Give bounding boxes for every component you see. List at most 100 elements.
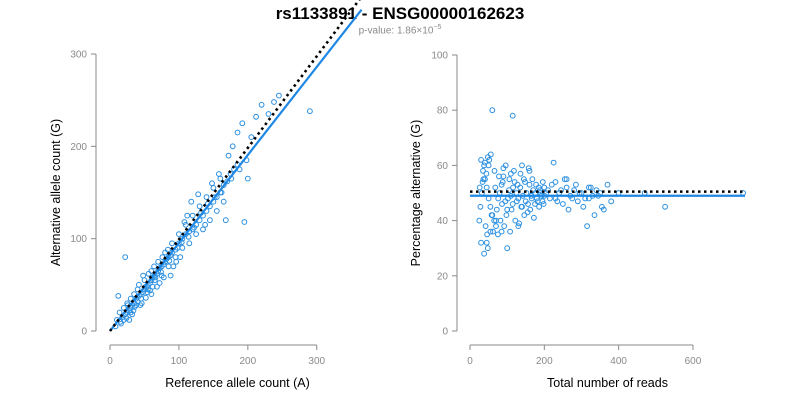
left-data-point xyxy=(182,221,189,228)
left-data-point xyxy=(265,111,272,117)
right-data-point xyxy=(591,212,598,219)
left-data-point xyxy=(142,294,149,301)
right-data-point xyxy=(503,212,510,219)
right-data-point xyxy=(518,203,525,210)
chart-subtitle: p-value: 1.86×10−5 xyxy=(0,24,800,36)
left-data-point xyxy=(229,143,236,150)
left-data-point xyxy=(209,180,215,187)
left-x-axis-label: Reference allele count (A) xyxy=(165,376,310,390)
right-data-point xyxy=(525,165,532,172)
right-data-point xyxy=(478,157,485,163)
right-data-point xyxy=(482,159,488,166)
left-data-point xyxy=(203,194,210,201)
right-data-point xyxy=(536,203,542,210)
right-data-point xyxy=(491,168,498,174)
right-data-point xyxy=(526,181,533,188)
left-data-point xyxy=(239,120,246,127)
right-data-point xyxy=(527,206,534,213)
left-y-axis-label: Alternative allele count (G) xyxy=(49,119,63,266)
right-data-point xyxy=(481,250,488,257)
right-data-point xyxy=(587,184,594,191)
left-data-point xyxy=(129,311,136,318)
right-data-point xyxy=(483,239,490,246)
right-data-point xyxy=(509,201,516,207)
right-y-tick-label: 60 xyxy=(437,161,449,172)
right-data-point xyxy=(498,228,505,235)
left-data-point xyxy=(179,245,186,251)
right-data-point xyxy=(519,162,525,169)
right-data-point xyxy=(477,203,484,210)
left-data-point xyxy=(167,272,174,279)
left-data-point xyxy=(140,272,147,279)
left-data-point xyxy=(127,295,134,302)
right-data-point xyxy=(491,217,498,224)
right-data-point xyxy=(517,170,524,177)
right-data-point xyxy=(539,179,546,185)
right-panel: 0 20 40 60 80 100 0 200 400 600 Total number of re… xyxy=(409,51,746,390)
right-data-point xyxy=(489,107,496,114)
left-data-point xyxy=(271,99,277,105)
p-value-exponent: −5 xyxy=(433,24,442,31)
left-data-point xyxy=(177,254,184,261)
right-data-point xyxy=(604,181,611,188)
right-data-point xyxy=(600,206,607,213)
right-data-point xyxy=(507,228,514,235)
left-data-point xyxy=(151,263,158,270)
left-data-point xyxy=(181,219,188,225)
left-data-point xyxy=(131,304,138,310)
right-data-point xyxy=(485,162,492,169)
right-data-point xyxy=(508,206,515,213)
right-data-point xyxy=(509,112,516,119)
left-data-point xyxy=(131,291,138,298)
right-y-tick-label: 100 xyxy=(431,51,448,62)
right-data-point xyxy=(662,203,668,210)
right-data-point xyxy=(573,181,579,188)
right-data-point xyxy=(561,176,568,183)
right-y-axis-label: Percentage alternative (G) xyxy=(409,120,423,267)
right-data-point xyxy=(500,165,507,172)
right-data-point xyxy=(516,220,522,227)
left-x-tick-label: 300 xyxy=(308,356,325,367)
left-data-point xyxy=(276,92,282,99)
left-y-tick-label: 100 xyxy=(70,234,87,245)
left-reference-line xyxy=(108,0,361,332)
right-data-point xyxy=(525,201,531,207)
left-data-point xyxy=(147,287,153,294)
left-data-point xyxy=(216,171,222,177)
left-data-point xyxy=(166,257,173,264)
left-data-point xyxy=(188,198,195,205)
right-x-tick-label: 200 xyxy=(536,356,553,367)
left-data-point xyxy=(220,198,227,205)
right-data-point xyxy=(490,228,496,235)
left-data-point xyxy=(200,226,206,233)
right-data-point xyxy=(531,214,537,221)
right-data-point xyxy=(511,179,518,185)
right-data-point xyxy=(495,231,501,238)
left-data-point xyxy=(136,281,142,288)
right-data-point xyxy=(586,184,592,191)
left-y-tick-label: 200 xyxy=(70,142,87,153)
right-data-point xyxy=(560,201,566,207)
left-data-point xyxy=(137,302,144,309)
right-data-point xyxy=(493,217,499,224)
right-data-point xyxy=(506,176,513,183)
right-data-point xyxy=(493,206,500,213)
right-data-point xyxy=(580,203,587,210)
chart-title: rs1133891 - ENSG00000162623 xyxy=(275,4,525,23)
left-y-tick-label: 0 xyxy=(81,327,87,338)
right-data-point xyxy=(484,231,491,238)
right-data-point xyxy=(496,173,502,180)
right-data-point xyxy=(499,201,505,207)
right-data-point xyxy=(584,223,590,230)
left-data-point xyxy=(222,217,229,224)
left-data-point xyxy=(253,113,260,120)
left-data-point xyxy=(154,283,160,290)
right-data-point xyxy=(487,203,494,210)
right-data-point xyxy=(563,176,570,183)
right-data-point xyxy=(574,198,581,205)
left-data-point xyxy=(196,203,203,210)
right-data-point xyxy=(499,179,506,185)
right-data-point xyxy=(608,198,615,205)
right-data-point xyxy=(554,198,561,205)
left-x-tick-label: 0 xyxy=(107,356,113,367)
